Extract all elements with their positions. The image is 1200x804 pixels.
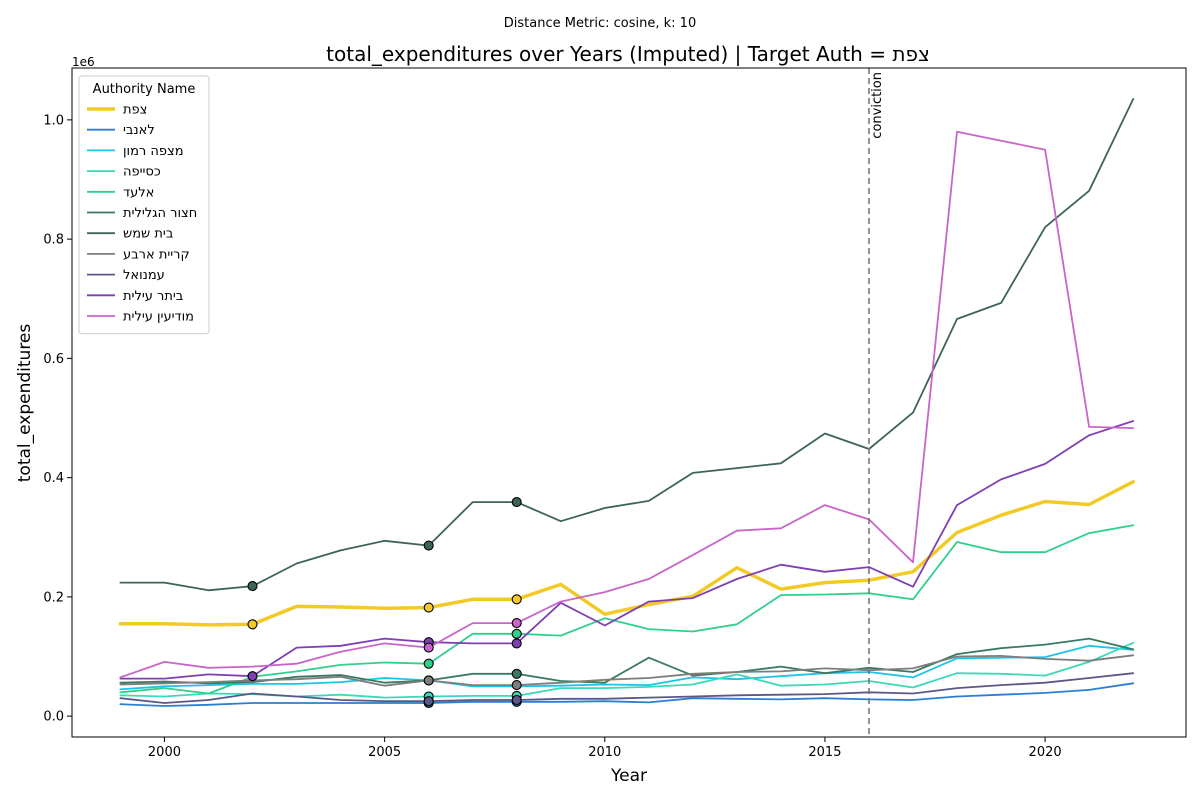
legend-label-3: כסייפה (123, 165, 161, 180)
y-tick-label: 1.0 (43, 113, 64, 128)
series-line-1 (119, 682, 1135, 707)
imputed-point-0-2006 (423, 602, 434, 613)
imputed-point-0-2002 (247, 619, 258, 630)
imputed-point-8-2006 (423, 696, 434, 707)
imputed-point-6-2008 (511, 497, 522, 508)
y-tick-label: 0.2 (43, 590, 64, 605)
legend-label-6: בית שמש (123, 227, 173, 242)
series-line-7 (119, 654, 1135, 687)
imputed-point-8-2008 (511, 694, 522, 706)
legend-label-10: מודיעין עילית (123, 310, 194, 325)
x-tick-label: 2005 (368, 745, 401, 760)
x-axis-label: Year (610, 766, 647, 786)
axes-frame (71, 67, 1187, 738)
imputed-point-9-2008 (511, 638, 522, 649)
series-line-9 (119, 420, 1135, 680)
legend-label-5: חצור הגלילית (123, 206, 197, 221)
x-tick-label: 2015 (808, 745, 841, 760)
y-tick-label: 0.0 (43, 710, 64, 725)
series-line-0 (118, 480, 1135, 627)
imputed-point-10-2008 (511, 618, 522, 629)
y-tick-label: 0.8 (43, 233, 64, 248)
x-tick-label: 2010 (588, 745, 621, 760)
legend: Authority Name צפת לאנבי מצפה רמון כסייפה אלע… (78, 75, 210, 335)
series-line-5 (119, 637, 1135, 685)
legend-box (78, 75, 210, 335)
imputed-point-9-2002 (247, 671, 258, 682)
y-offset-label: 1e6 (72, 55, 95, 69)
y-axis-label: total_expenditures (15, 324, 35, 483)
series-line-10 (119, 130, 1135, 679)
imputed-point-0-2008 (511, 594, 522, 605)
x-tick-label: 2020 (1029, 745, 1062, 760)
series-line-2 (119, 644, 1135, 691)
y-tick-label: 0.4 (43, 471, 64, 486)
imputed-point-10-2006 (423, 642, 434, 653)
imputed-point-4-2008 (511, 628, 522, 639)
legend-label-1: לאנבי (123, 123, 155, 138)
legend-label-9: ביתר עילית (123, 289, 183, 304)
event-line-label: conviction (870, 72, 885, 139)
x-tick-label: 2000 (148, 745, 181, 760)
imputed-point-6-2006 (423, 540, 434, 551)
legend-label-4: אלעד (123, 185, 154, 200)
imputed-point-7-2008 (511, 680, 522, 691)
imputed-point-6-2002 (247, 581, 258, 592)
plot-area: conviction 2000 2005 2010 2015 2020 0.0 0.2 0.4 0… (43, 67, 1187, 760)
legend-label-0: צפת (123, 103, 147, 118)
y-tick-label: 0.6 (43, 352, 64, 367)
chart-suptitle: Distance Metric: cosine, k: 10 (504, 16, 696, 31)
imputed-point-7-2006 (423, 675, 434, 686)
imputed-point-4-2006 (423, 658, 434, 669)
legend-label-7: קריית ארבע (123, 247, 190, 262)
series-line-8 (119, 672, 1135, 704)
chart-title: total_expenditures over Years (Imputed) … (326, 42, 930, 66)
legend-title: Authority Name (93, 82, 196, 97)
series-line-4 (119, 524, 1135, 695)
series-line-6 (119, 98, 1135, 592)
legend-label-8: עמנואל (123, 268, 165, 283)
imputed-point-5-2008 (511, 668, 522, 679)
legend-label-2: מצפה רמון (123, 144, 184, 159)
